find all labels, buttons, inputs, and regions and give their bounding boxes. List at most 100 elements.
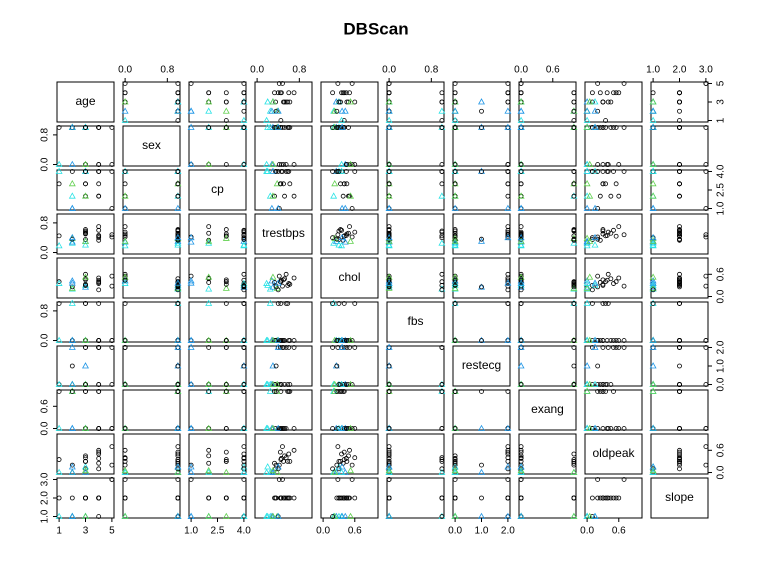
point [343,90,349,96]
point [571,283,577,288]
point [275,301,281,306]
point [109,345,115,350]
point [649,242,657,249]
point [206,495,212,501]
point [438,107,446,114]
panel-frame [386,169,445,211]
point [386,444,392,449]
point [385,123,393,130]
point [223,90,229,96]
point [439,283,445,288]
point [175,287,181,293]
point [278,277,284,283]
point [276,162,282,167]
point [613,181,619,187]
point [286,90,292,96]
point [241,382,247,387]
point [174,343,182,350]
point [241,99,247,105]
point [649,204,657,211]
point [479,495,484,501]
x-tick-label: 0.0 [448,526,462,537]
point [223,227,229,232]
point [586,512,594,519]
panel-frame [188,257,247,299]
point [621,283,627,289]
point [339,90,344,96]
point [240,242,248,249]
point [603,125,608,130]
point [352,229,358,235]
point [386,162,392,167]
point [677,301,682,306]
point [241,271,247,277]
panel-frame [386,257,445,299]
point [616,193,622,199]
point [439,382,445,387]
point [386,233,392,238]
point [439,514,445,519]
point [205,466,213,474]
point [121,192,129,199]
point [280,81,285,86]
point [174,204,182,211]
point [339,227,344,233]
panel-frame [452,213,511,255]
variable-label: oldpeak [592,446,635,460]
point [439,389,445,394]
point [571,284,577,290]
point [451,242,459,249]
panel-frame [254,345,313,387]
point [517,107,525,114]
point [591,512,599,519]
point [83,125,88,130]
point [439,235,445,241]
point [187,380,195,387]
point [287,382,293,387]
point [83,271,88,277]
point [703,283,709,289]
point [205,512,213,519]
point [616,224,622,229]
panel-frame [254,301,313,343]
point [174,279,182,286]
point [335,345,341,350]
point [55,160,63,167]
point [386,224,392,229]
point [603,181,608,187]
point [338,336,346,343]
point [518,495,524,501]
point [386,477,392,482]
variable-label: slope [665,490,694,504]
point [452,233,458,238]
point [122,382,128,387]
x-tick-label: 0.6 [612,526,626,537]
point [338,463,346,470]
point [452,495,458,501]
point [68,343,76,350]
point [452,277,458,283]
point [505,81,511,86]
point [187,463,195,470]
point [82,468,89,475]
point [82,463,89,470]
point [385,192,393,199]
point [175,301,181,306]
point [677,125,682,130]
variable-label: cp [211,182,224,196]
point [613,495,619,501]
panel-frame [518,301,577,343]
point [586,424,594,431]
point [677,169,682,174]
point [621,81,627,86]
point [595,389,601,394]
point [55,242,63,249]
x-tick-label: 0.8 [292,65,306,76]
point [291,162,297,167]
point [269,273,277,280]
point [223,426,229,431]
panel-frame [518,433,577,475]
x-tick-label: 0.0 [316,526,330,537]
point [505,193,511,199]
point [175,193,181,199]
